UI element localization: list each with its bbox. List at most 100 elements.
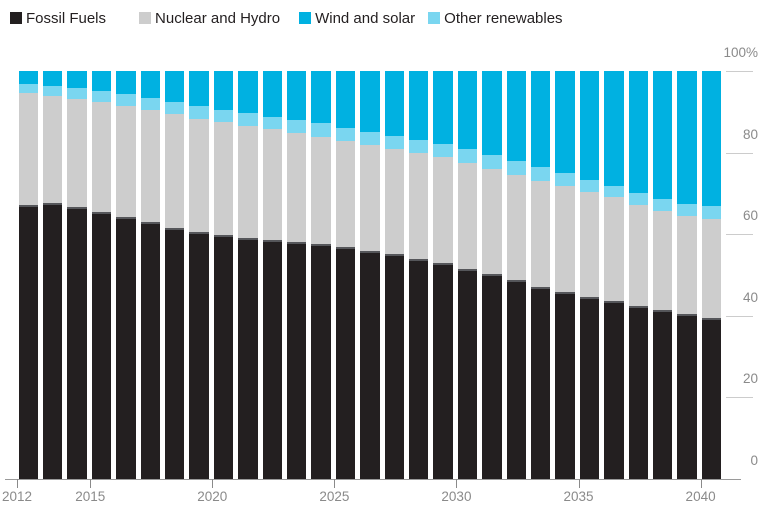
y-gridline-stub-60 bbox=[726, 234, 753, 236]
x-tick-label-2012: 2012 bbox=[1, 489, 33, 504]
segment-wind-and-solar bbox=[701, 71, 722, 207]
x-tick-label-2020: 2020 bbox=[197, 489, 228, 504]
bar-stack-2021 bbox=[238, 71, 258, 479]
bar-2017 bbox=[139, 71, 163, 479]
segment-other-renewables bbox=[531, 166, 551, 181]
bar-2026 bbox=[359, 71, 383, 479]
y-gridline-stub-40 bbox=[726, 315, 753, 317]
bar-stack-2023 bbox=[286, 71, 307, 479]
x-tick-2035 bbox=[578, 479, 580, 488]
segment-fossil-fuels bbox=[604, 301, 624, 479]
y-axis-label-60: 60 bbox=[742, 208, 758, 224]
bar-2025 bbox=[334, 71, 358, 479]
fossil-fuels-swatch-icon bbox=[10, 12, 22, 24]
segment-wind-and-solar bbox=[140, 71, 160, 98]
segment-fossil-fuels bbox=[457, 268, 478, 479]
segment-fossil-fuels bbox=[579, 296, 600, 479]
bar-stack-2018 bbox=[164, 71, 185, 479]
segment-fossil-fuels bbox=[164, 227, 185, 479]
segment-other-renewables bbox=[701, 206, 722, 220]
segment-wind-and-solar bbox=[457, 71, 478, 150]
bar-2016 bbox=[115, 71, 139, 479]
segment-other-renewables bbox=[18, 84, 38, 94]
bar-2034 bbox=[554, 71, 578, 479]
segment-other-renewables bbox=[555, 173, 575, 187]
bar-2033 bbox=[530, 71, 554, 479]
bar-2022 bbox=[261, 71, 285, 479]
segment-other-renewables bbox=[360, 131, 380, 145]
segment-fossil-fuels bbox=[116, 217, 136, 479]
x-tick-label-2035: 2035 bbox=[563, 489, 594, 504]
bar-stack-2028 bbox=[409, 71, 429, 479]
y-axis-label-80: 80 bbox=[742, 126, 758, 142]
segment-wind-and-solar bbox=[238, 71, 258, 114]
segment-fossil-fuels bbox=[91, 211, 112, 479]
x-tick-label-2025: 2025 bbox=[319, 489, 350, 504]
segment-nuclear-and-hydro bbox=[286, 132, 307, 243]
legend-label: Wind and solar bbox=[315, 9, 416, 27]
x-tick-2012 bbox=[17, 479, 18, 488]
segment-wind-and-solar bbox=[91, 71, 112, 91]
segment-nuclear-and-hydro bbox=[262, 129, 282, 240]
segment-wind-and-solar bbox=[409, 71, 429, 140]
legend-label: Fossil Fuels bbox=[26, 9, 107, 27]
x-tick-2015 bbox=[90, 479, 92, 488]
legend-label: Other renewables bbox=[444, 9, 563, 27]
bar-stack-2034 bbox=[555, 71, 575, 479]
y-gridline-stub-80 bbox=[726, 152, 753, 154]
segment-nuclear-and-hydro bbox=[18, 93, 38, 205]
segment-nuclear-and-hydro bbox=[457, 162, 478, 269]
segment-fossil-fuels bbox=[384, 254, 404, 479]
y-gridline-stub-20 bbox=[726, 397, 753, 399]
segment-wind-and-solar bbox=[555, 71, 575, 174]
segment-nuclear-and-hydro bbox=[67, 99, 87, 208]
x-tick-label-2040: 2040 bbox=[685, 489, 716, 504]
bar-2021 bbox=[237, 71, 261, 479]
segment-other-renewables bbox=[67, 88, 87, 100]
bar-stack-2029 bbox=[433, 71, 453, 479]
segment-nuclear-and-hydro bbox=[482, 168, 502, 275]
segment-fossil-fuels bbox=[409, 259, 429, 479]
legend-label: Nuclear and Hydro bbox=[155, 9, 281, 27]
bar-2015 bbox=[90, 71, 114, 479]
segment-other-renewables bbox=[604, 185, 624, 198]
segment-fossil-fuels bbox=[286, 242, 307, 479]
segment-fossil-fuels bbox=[67, 207, 87, 479]
segment-nuclear-and-hydro bbox=[653, 210, 673, 311]
segment-nuclear-and-hydro bbox=[164, 113, 185, 228]
x-tick-2040 bbox=[700, 479, 702, 488]
segment-other-renewables bbox=[433, 144, 453, 158]
segment-fossil-fuels bbox=[262, 239, 282, 479]
segment-other-renewables bbox=[42, 86, 63, 96]
segment-wind-and-solar bbox=[506, 71, 527, 161]
bar-stack-2022 bbox=[262, 71, 282, 479]
bar-stack-2037 bbox=[628, 71, 649, 479]
bar-2040 bbox=[700, 71, 724, 479]
segment-other-renewables bbox=[653, 199, 673, 211]
x-axis-line bbox=[5, 479, 741, 480]
segment-nuclear-and-hydro bbox=[91, 102, 112, 212]
bar-stack-2032 bbox=[506, 71, 527, 479]
bar-2035 bbox=[578, 71, 602, 479]
segment-nuclear-and-hydro bbox=[506, 175, 527, 280]
segment-wind-and-solar bbox=[677, 71, 697, 205]
y-axis-label-100: 100% bbox=[723, 45, 758, 60]
legend-item-wind-and-solar: Wind and solar bbox=[299, 10, 415, 27]
segment-other-renewables bbox=[677, 204, 697, 216]
segment-fossil-fuels bbox=[213, 234, 234, 479]
segment-fossil-fuels bbox=[360, 250, 380, 479]
segment-fossil-fuels bbox=[311, 244, 331, 479]
segment-nuclear-and-hydro bbox=[42, 95, 63, 204]
segment-fossil-fuels bbox=[482, 274, 502, 479]
bar-2014 bbox=[66, 71, 90, 479]
segment-other-renewables bbox=[262, 116, 282, 130]
segment-fossil-fuels bbox=[628, 305, 649, 479]
segment-other-renewables bbox=[286, 119, 307, 133]
segment-wind-and-solar bbox=[335, 71, 356, 128]
bar-2039 bbox=[676, 71, 700, 479]
segment-other-renewables bbox=[213, 110, 234, 123]
bar-2023 bbox=[285, 71, 309, 479]
segment-wind-and-solar bbox=[384, 71, 404, 136]
bar-stack-2039 bbox=[677, 71, 697, 479]
